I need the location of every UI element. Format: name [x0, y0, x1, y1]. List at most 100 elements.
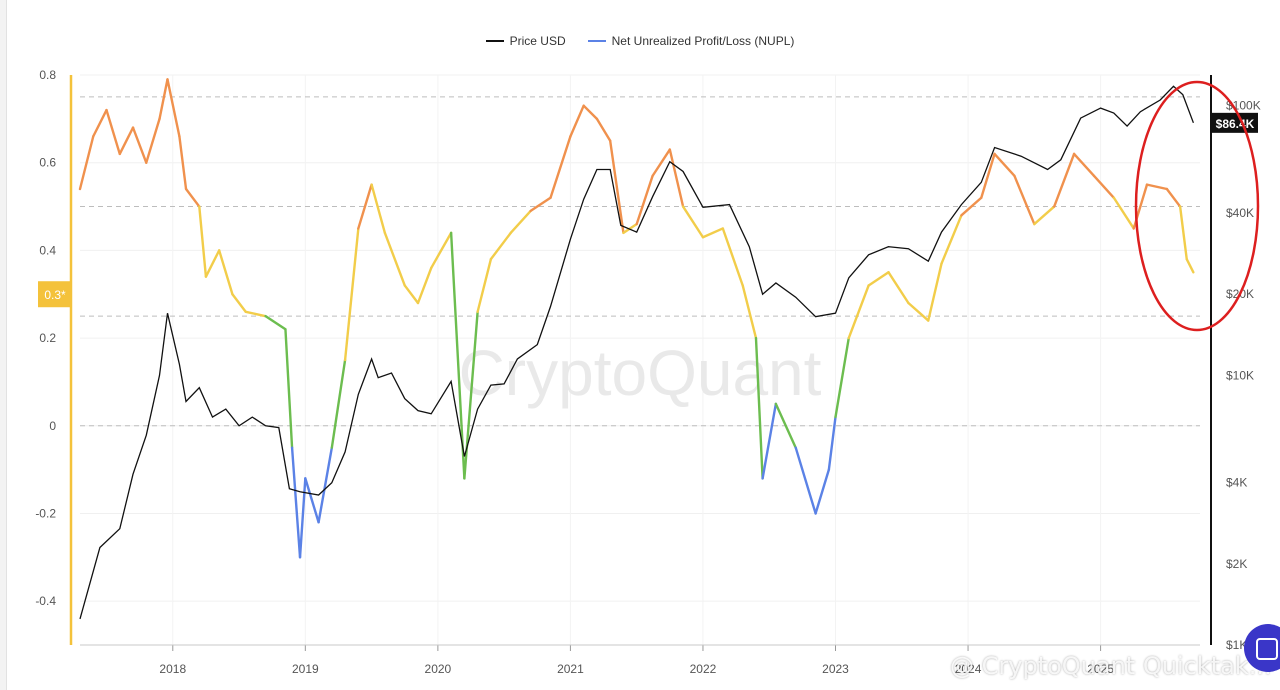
nupl-segment — [993, 152, 1016, 178]
nupl-segment — [145, 117, 161, 164]
nupl-segment — [887, 271, 910, 305]
nupl-segment — [178, 135, 188, 191]
nupl-segment — [370, 183, 387, 235]
nupl-segment — [204, 249, 221, 278]
nupl-segment — [774, 402, 797, 449]
nupl-segment — [383, 231, 406, 287]
nupl-segment — [284, 328, 294, 449]
x-tick-label: 2025 — [1087, 662, 1114, 676]
nupl-segment — [721, 227, 744, 287]
nupl-segment — [1053, 152, 1076, 208]
nupl-segment — [343, 227, 360, 362]
nupl-segment — [960, 196, 983, 217]
chat-support-button[interactable] — [1244, 624, 1280, 672]
nupl-segment — [608, 139, 625, 235]
y-left-tick-label: 0.2 — [39, 331, 56, 345]
legend-item-price[interactable]: Price USD — [485, 34, 566, 48]
nupl-segment — [867, 271, 890, 287]
x-tick-label: 2020 — [425, 662, 452, 676]
x-tick-label: 2022 — [690, 662, 717, 676]
nupl-segment — [635, 174, 654, 226]
nupl-segment — [754, 336, 764, 480]
nupl-segment — [166, 78, 181, 138]
nupl-segment — [1072, 152, 1096, 178]
y-right-tick-label: $2K — [1226, 557, 1247, 571]
current-nupl-box — [38, 281, 72, 308]
price-line — [79, 85, 1195, 620]
nupl-segment — [330, 358, 347, 449]
nupl-segment — [827, 415, 837, 471]
y-left-tick-label: 0.4 — [39, 243, 56, 257]
nupl-segment — [1092, 174, 1116, 199]
y-right-tick-label: $10K — [1226, 368, 1254, 382]
nupl-segment — [980, 152, 996, 199]
nupl-segment — [1185, 257, 1195, 274]
footer-watermark: @ CryptoQuant Quicktak... — [950, 652, 1272, 680]
nupl-segment — [198, 205, 208, 278]
legend-label-nupl: Net Unrealized Profit/Loss (NUPL) — [611, 34, 795, 48]
x-tick-label: 2018 — [159, 662, 186, 676]
nupl-segment — [681, 205, 705, 239]
nupl-segment — [476, 257, 493, 313]
nupl-segment — [569, 104, 585, 138]
nupl-segment — [761, 402, 778, 480]
price-series — [79, 85, 1195, 620]
nupl-segment — [403, 284, 420, 305]
y-left-tick-label: 0.6 — [39, 156, 56, 170]
nupl-segment — [549, 135, 572, 199]
nupl-segment — [651, 148, 672, 178]
grid-layer — [80, 74, 1200, 645]
chat-icon — [1256, 638, 1278, 660]
annotation-circle — [1134, 80, 1260, 332]
nupl-segment — [158, 78, 169, 121]
legend-item-nupl[interactable]: Net Unrealized Profit/Loss (NUPL) — [587, 34, 795, 48]
current-nupl-label: 0.3* — [44, 288, 66, 302]
nupl-segment — [847, 284, 870, 340]
nupl-segment — [529, 196, 552, 213]
nupl-segment — [430, 231, 453, 270]
legend-swatch-nupl — [587, 40, 606, 42]
nupl-segment — [622, 222, 638, 235]
nupl-segment — [184, 187, 201, 208]
nupl-segment — [907, 301, 930, 322]
nupl-segment — [927, 262, 943, 322]
nupl-segment — [231, 293, 247, 313]
legend-label-price: Price USD — [509, 34, 566, 48]
nupl-segment — [92, 108, 108, 138]
nupl-segment — [595, 117, 612, 142]
nupl-segment — [357, 183, 373, 230]
nupl-segment — [1178, 205, 1188, 261]
y-right-tick-label: $40K — [1226, 206, 1254, 220]
nupl-segment — [105, 108, 121, 156]
nupl-segment — [1112, 196, 1135, 230]
window-left-edge — [0, 0, 7, 690]
nupl-segment — [78, 135, 95, 191]
y-right-tick-label: $100K — [1226, 99, 1261, 113]
nupl-segment — [244, 310, 267, 318]
nupl-segment — [118, 126, 135, 156]
nupl-segment — [940, 214, 963, 265]
y-left-tick-label: 0 — [49, 419, 56, 433]
current-price-box — [1212, 112, 1258, 133]
nupl-segment — [794, 446, 817, 515]
nupl-segment — [290, 446, 302, 559]
x-tick-label: 2021 — [557, 662, 584, 676]
legend-swatch-price — [485, 40, 504, 42]
axes: 0.8 0.6 0.4 0.2 0 -0.2 -0.4 2018 2019 2020 2021 202… — [35, 68, 1260, 676]
nupl-segment — [814, 468, 831, 515]
nupl-segment — [1145, 183, 1169, 191]
nupl-segment — [668, 148, 685, 208]
y-left-tick-label: -0.4 — [35, 594, 56, 608]
current-price-label: $86.4K — [1216, 117, 1255, 131]
annotations: $86.4K 0.3* — [38, 80, 1260, 332]
nupl-segment — [489, 231, 512, 261]
nupl-segment — [304, 477, 320, 524]
nupl-segment — [701, 227, 725, 239]
y-right-tick-label: $4K — [1226, 476, 1247, 490]
x-tick-label: 2019 — [292, 662, 319, 676]
nupl-segment — [834, 336, 850, 419]
watermark: CryptoQuant — [459, 337, 822, 409]
nupl-segment — [264, 314, 287, 331]
nupl-segment — [217, 249, 234, 296]
